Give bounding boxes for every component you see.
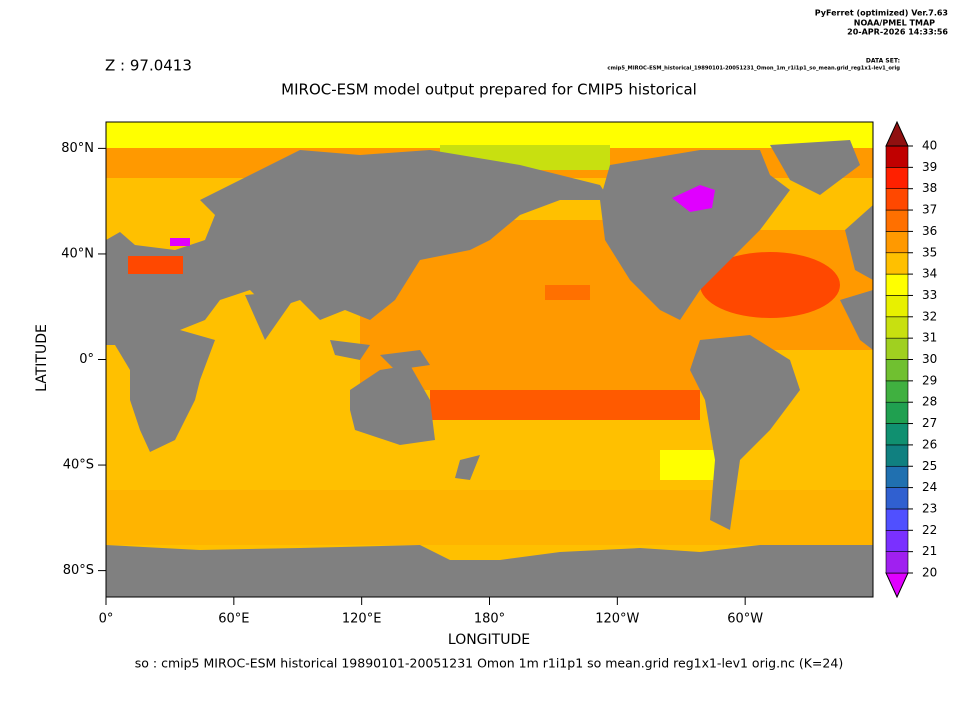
x-tick-label: 0° [99,612,114,627]
colorbar-label: 27 [922,416,937,430]
organization: NOAA/PMEL TMAP [854,19,935,28]
land [245,290,300,340]
colorbar: 20 21 22 23 24 25 26 27 28 29 30 31 32 33 34 35 36 37 38 39… [885,120,937,599]
land [600,150,790,330]
colorbar-cell [885,252,909,275]
map [106,122,873,597]
colorbar-cell [885,444,909,467]
timestamp: 20-APR-2026 14:33:56 [847,28,948,37]
colorbar-cell [885,359,909,382]
colorbar-label: 20 [922,566,937,580]
colorbar-cell [885,167,909,190]
land [350,365,435,445]
ocean-region [106,490,873,545]
land [380,350,430,370]
ocean-region [430,390,700,420]
colorbar-label: 37 [922,203,937,217]
y-tick-label: 80°N [61,141,94,156]
colorbar-label: 21 [922,544,937,558]
colorbar-cell [885,551,909,574]
land [840,290,873,350]
land [106,150,610,452]
sea [128,256,183,274]
colorbar-cell [885,231,909,254]
colorbar-label: 26 [922,437,937,451]
colorbar-cell [885,209,909,232]
land [845,205,873,280]
colorbar-cell [885,423,909,446]
colorbar-label: 24 [922,480,937,494]
colorbar-label: 36 [922,224,937,238]
colorbar-cell [885,316,909,339]
colorbar-cell [885,188,909,211]
colorbar-label: 28 [922,395,937,409]
colorbar-label: 38 [922,181,937,195]
x-tick-label: 60°E [218,612,249,627]
colorbar-label: 29 [922,373,937,387]
land [770,140,860,195]
land [330,340,370,360]
bay [672,185,715,212]
ocean-region [106,122,873,148]
colorbar-cell [885,273,909,296]
y-tick-label: 80°S [63,563,94,578]
y-axis-label: LATITUDE [34,324,50,392]
colorbar-cell [885,401,909,424]
title: MIROC-ESM model output prepared for CMIP… [281,81,697,99]
y-tick-label: 40°S [63,458,94,473]
colorbar-label: 39 [922,160,937,174]
x-axis-label: LONGITUDE [448,632,530,648]
ocean-region [700,252,840,318]
software: PyFerret (optimized) Ver.7.63 [815,9,948,18]
colorbar-label: 40 [922,139,937,153]
colorbar-cell [885,465,909,488]
colorbar-cell [885,295,909,318]
x-tick-label: 120°W [595,612,639,627]
colorbar-cell [885,487,909,510]
colorbar-under [885,572,909,599]
axes: 0° 60°E 120°E 180° 120°W 60°W 80°N 40°N 0° 40°S 80… [61,141,763,627]
colorbar-label: 30 [922,352,937,366]
x-tick-label: 120°E [342,612,382,627]
colorbar-label: 33 [922,288,937,302]
colorbar-label: 23 [922,501,937,515]
ocean-region [660,450,720,480]
dataset: cmip5_MIROC-ESM_historical_19890101-2005… [607,66,900,72]
colorbar-cell [885,380,909,403]
colorbar-label: 32 [922,309,937,323]
ocean-region [106,455,873,490]
y-tick-label: 0° [79,352,94,367]
y-tick-label: 40°N [61,246,94,261]
colorbar-label: 34 [922,267,937,281]
x-tick-label: 180° [474,612,505,627]
colorbar-cell [885,145,909,168]
dataset-label: DATA SET: [866,58,900,65]
colorbar-label: 25 [922,459,937,473]
colorbar-over [885,120,909,147]
land [690,335,800,530]
colorbar-cell [885,337,909,360]
colorbar-label: 31 [922,331,937,345]
footer: so : cmip5 MIROC-ESM historical 19890101… [135,656,843,671]
land [106,545,873,597]
colorbar-cell [885,529,909,552]
colorbar-label: 35 [922,245,937,259]
x-tick-label: 60°W [727,612,763,627]
colorbar-cell [885,508,909,531]
sea [170,238,190,246]
ocean-region [545,285,590,300]
land [455,455,480,480]
z-label: Z : 97.0413 [105,57,192,75]
colorbar-label: 22 [922,523,937,537]
